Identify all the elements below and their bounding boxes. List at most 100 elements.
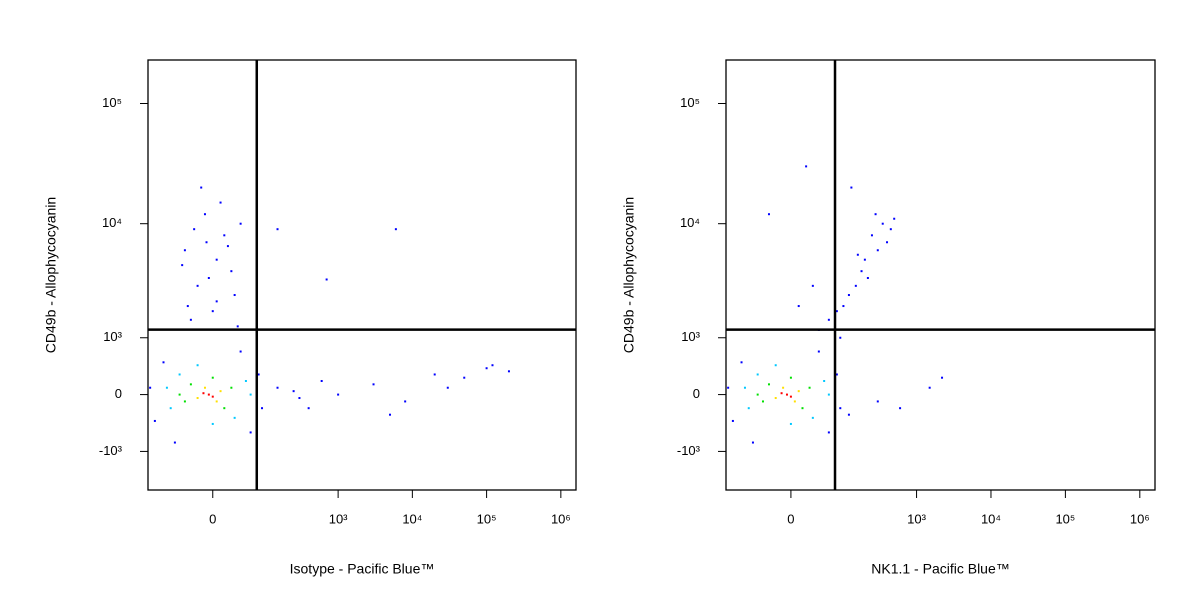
event-dot [189,318,192,321]
event-dot [876,249,879,252]
x-axis-label: NK1.1 - Pacific Blue™ [871,561,1010,577]
event-dot [169,407,172,410]
event-dot [761,400,764,403]
event-dot [856,253,859,256]
event-dot [863,258,866,261]
event-dot [320,379,323,382]
event-dot [805,165,808,168]
event-dot [463,376,466,379]
event-dot [928,386,931,389]
event-dot [847,413,850,416]
event-dot [186,305,189,308]
x-tick-label: 10³ [329,511,348,526]
event-dot [205,241,208,244]
event-dot [811,416,814,419]
event-dot [226,245,229,248]
event-dot [767,383,770,386]
event-dot [941,376,944,379]
y-axis-label: CD49b - Allophycocyanin [43,197,59,353]
event-dot [230,386,233,389]
event-dot [162,361,165,364]
event-dot [149,386,152,389]
event-dot [207,393,210,396]
event-dot [793,400,796,403]
y-tick-label: 0 [115,386,122,401]
event-dot [233,416,236,419]
event-dot [881,222,884,225]
event-dot [211,310,214,313]
event-dot [239,350,242,353]
event-dot [211,422,214,425]
event-dot [854,284,857,287]
event-dot [446,386,449,389]
event-dot [207,277,210,280]
event-dot [485,367,488,370]
event-dot [874,213,877,216]
event-dot [257,373,260,376]
event-dot [491,364,494,367]
event-dot [215,400,218,403]
x-tick-label: 10⁴ [981,511,1001,526]
event-dot [785,393,788,396]
event-dot [433,373,436,376]
event-dot [193,228,196,231]
event-dot [203,386,206,389]
event-dot [173,441,176,444]
event-dot [893,217,896,220]
event-dot [797,305,800,308]
event-dot [181,264,184,267]
event-dot [165,386,168,389]
event-dot [236,325,239,328]
x-tick-label: 10⁶ [1130,511,1150,526]
event-dot [774,397,777,400]
event-dot [178,393,181,396]
event-dot [823,379,826,382]
event-dot [325,278,328,281]
x-tick-label: 10³ [907,511,926,526]
event-dot [789,395,792,398]
event-dot [839,407,842,410]
event-dot [153,419,156,422]
y-tick-label: 10⁴ [680,215,700,230]
event-dot [727,386,730,389]
event-dot [298,397,301,400]
event-dot [740,361,743,364]
event-dot [211,395,214,398]
event-dot [839,336,842,339]
event-dot [756,393,759,396]
event-dot [223,234,226,237]
event-dot [261,407,264,410]
event-dot [178,373,181,376]
event-dot [743,386,746,389]
event-dot [789,422,792,425]
event-dot [774,364,777,367]
event-dot [202,392,205,395]
event-dot [196,284,199,287]
y-tick-label: 10⁴ [102,215,122,230]
x-tick-label: 10⁵ [1055,511,1075,526]
event-dot [751,441,754,444]
event-dot [249,393,252,396]
event-dot [307,407,310,410]
event-dot [889,228,892,231]
event-dot [389,413,392,416]
event-dot [203,213,206,216]
event-dot [899,407,902,410]
x-tick-label: 10⁵ [477,511,497,526]
event-dot [394,228,397,231]
event-dot [249,431,252,434]
event-dot [827,431,830,434]
event-dot [756,373,759,376]
event-dot [811,284,814,287]
event-dot [196,397,199,400]
event-dot [233,294,236,297]
x-tick-label: 10⁶ [551,511,571,526]
event-dot [183,400,186,403]
event-dot [817,350,820,353]
event-dot [215,258,218,261]
plot-frame [725,59,1156,491]
x-tick-label: 10⁴ [402,511,422,526]
y-tick-label: 10³ [103,329,122,344]
event-dot [886,241,889,244]
